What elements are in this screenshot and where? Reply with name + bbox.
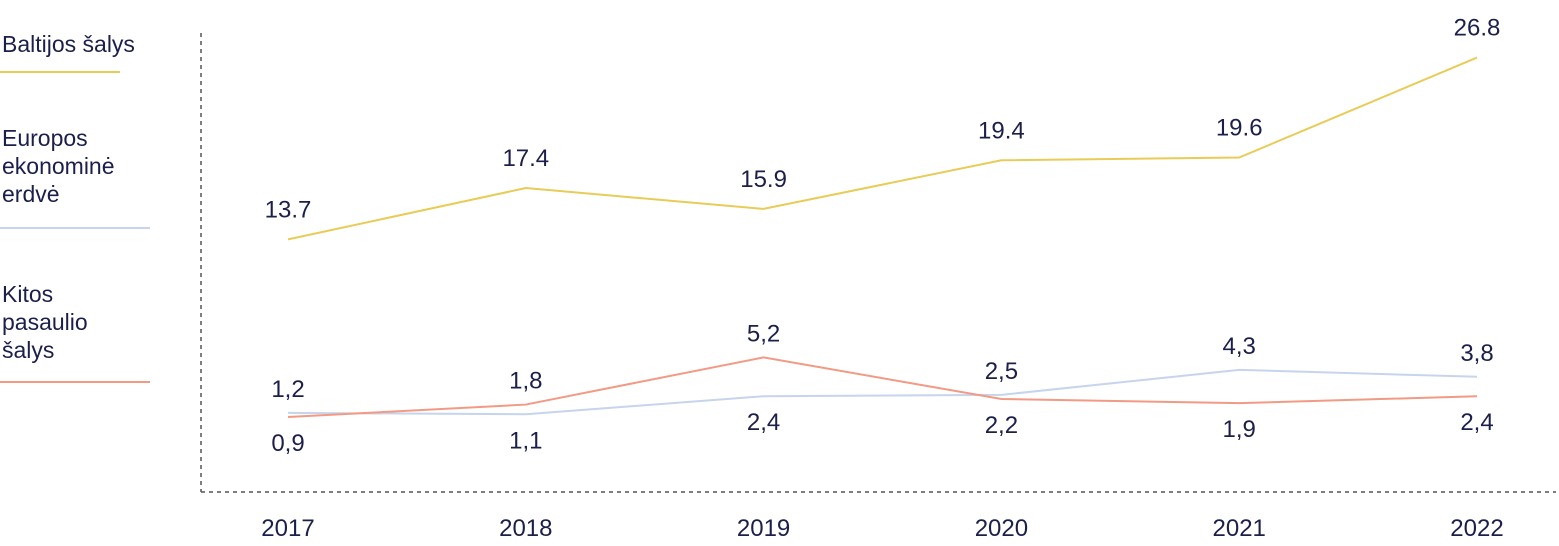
data-label-eea: 2,4 xyxy=(747,409,780,436)
data-label-baltic: 26.8 xyxy=(1454,15,1501,42)
x-tick-label: 2019 xyxy=(737,515,790,542)
data-label-layer: 13.7 1,2 0,9 17.4 1,8 1,1 15.9 5,2 2,4 19.4 2,5 2,2… xyxy=(265,15,1501,457)
data-label-eea: 1,2 xyxy=(271,376,304,403)
data-label-eea: 3,8 xyxy=(1460,340,1493,367)
data-label-other: 0,9 xyxy=(271,430,304,457)
data-label-other: 1,9 xyxy=(1223,416,1256,443)
x-tick-layer: 2017 2018 2019 2020 2021 2022 xyxy=(261,515,1503,542)
data-label-other: 2,2 xyxy=(985,412,1018,439)
x-tick-label: 2022 xyxy=(1450,515,1503,542)
x-tick-label: 2018 xyxy=(499,515,552,542)
series-line-baltic xyxy=(288,58,1477,240)
x-tick-label: 2021 xyxy=(1213,515,1266,542)
data-label-baltic: 15.9 xyxy=(740,166,787,193)
data-label-eea: 1,1 xyxy=(509,427,542,454)
data-label-baltic: 13.7 xyxy=(265,196,312,223)
data-label-baltic: 17.4 xyxy=(502,145,549,172)
data-label-eea: 4,3 xyxy=(1223,333,1256,360)
series-layer xyxy=(288,58,1477,417)
data-label-other: 5,2 xyxy=(747,320,780,347)
data-label-baltic: 19.4 xyxy=(978,117,1025,144)
x-tick-label: 2020 xyxy=(975,515,1028,542)
series-line-other xyxy=(288,357,1477,417)
data-label-other: 2,4 xyxy=(1460,409,1493,436)
data-label-other: 1,8 xyxy=(509,368,542,395)
x-tick-label: 2017 xyxy=(261,515,314,542)
data-label-baltic: 19.6 xyxy=(1216,115,1263,142)
line-chart: 13.7 1,2 0,9 17.4 1,8 1,1 15.9 5,2 2,4 19.4 2,5 2,2… xyxy=(0,0,1559,546)
data-label-eea: 2,5 xyxy=(985,358,1018,385)
